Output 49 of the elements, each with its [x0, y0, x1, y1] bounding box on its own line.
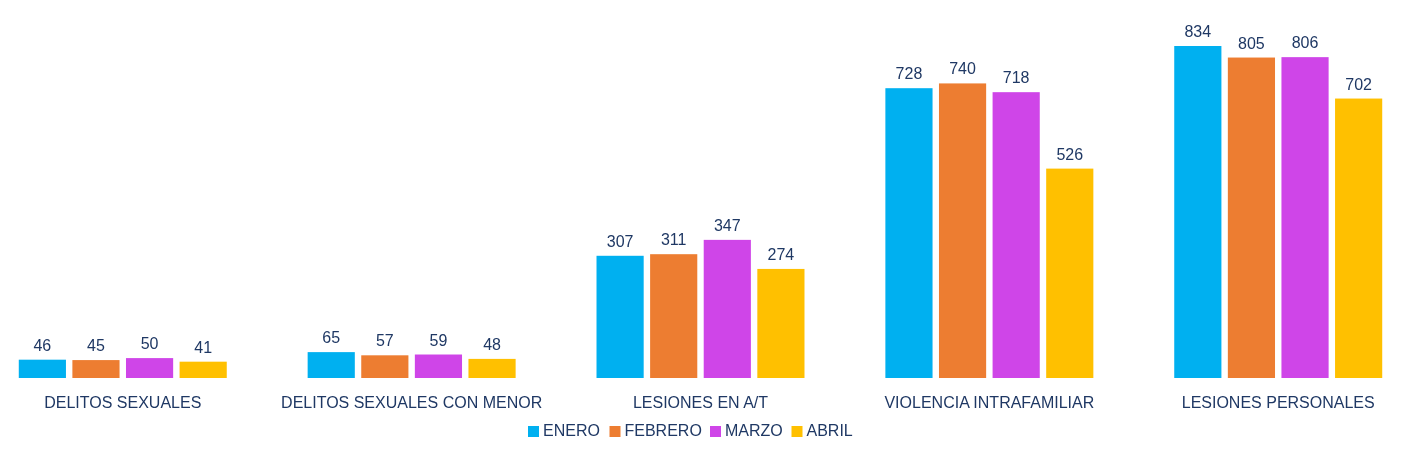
bar	[307, 352, 355, 378]
data-label: 48	[483, 335, 502, 353]
x-tick-label: DELITOS SEXUALES CON MENOR	[281, 394, 543, 411]
legend-label: FEBRERO	[624, 422, 702, 439]
x-tick-label: LESIONES EN A/T	[632, 394, 769, 411]
bar	[361, 355, 409, 378]
bar	[1174, 46, 1222, 378]
data-label: 740	[949, 60, 977, 78]
data-label: 347	[713, 216, 741, 234]
data-label: 805	[1238, 34, 1265, 52]
bar	[179, 361, 227, 378]
x-tick-label: LESIONES PERSONALES	[1181, 394, 1375, 411]
bar	[650, 254, 698, 378]
bar	[468, 358, 516, 378]
data-label: 65	[322, 329, 341, 347]
data-label: 728	[895, 65, 923, 83]
data-label: 45	[87, 337, 105, 355]
data-label: 50	[140, 335, 159, 353]
bar	[885, 88, 933, 378]
data-label: 718	[1002, 69, 1030, 87]
data-label: 834	[1184, 23, 1212, 40]
bar	[1281, 57, 1329, 378]
bar	[72, 360, 120, 378]
data-label: 311	[660, 231, 687, 249]
bar	[125, 358, 174, 378]
data-label: 526	[1056, 145, 1084, 163]
bar	[1227, 57, 1276, 378]
bar	[1046, 168, 1094, 378]
bar	[703, 239, 751, 378]
bar	[18, 359, 66, 378]
data-label: 57	[375, 332, 394, 350]
data-label: 59	[429, 331, 448, 349]
data-label: 274	[767, 245, 795, 263]
data-label: 41	[194, 338, 213, 356]
legend-label: ABRIL	[806, 422, 853, 439]
legend-label: MARZO	[725, 422, 783, 439]
data-label: 46	[33, 336, 52, 354]
x-tick-label: DELITOS SEXUALES	[44, 394, 202, 411]
bar	[992, 92, 1040, 378]
bar	[414, 354, 463, 378]
bar	[938, 83, 987, 378]
data-label: 307	[606, 232, 634, 250]
bar	[596, 255, 644, 378]
data-label: 702	[1345, 75, 1373, 93]
x-tick-label: VIOLENCIA INTRAFAMILIAR	[884, 394, 1095, 411]
bar	[757, 268, 805, 378]
data-label: 806	[1291, 34, 1319, 52]
bar	[1335, 98, 1383, 378]
legend-label: ENERO	[543, 422, 600, 439]
